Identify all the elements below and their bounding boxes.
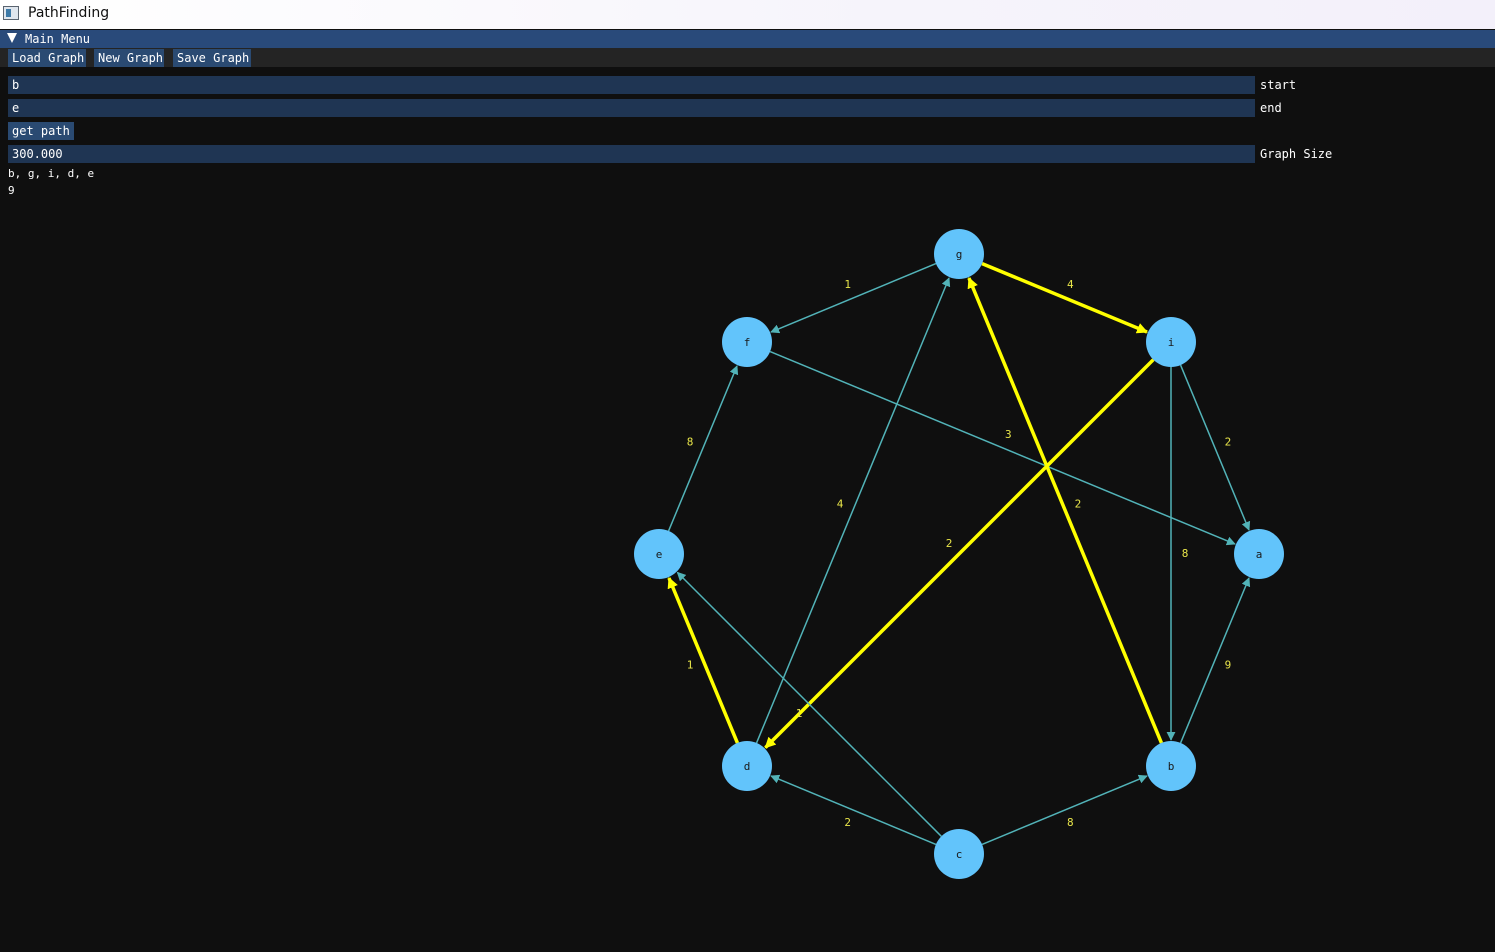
edge-i-d	[764, 358, 1155, 749]
edge-weight-b-a: 9	[1225, 658, 1232, 671]
node-label-g: g	[956, 248, 963, 261]
edge-weight-e-f: 8	[687, 436, 694, 449]
node-b[interactable]	[1146, 741, 1196, 791]
app-window-icon	[3, 6, 19, 20]
node-i[interactable]	[1146, 317, 1196, 367]
collapse-triangle-icon[interactable]	[7, 33, 17, 43]
node-d[interactable]	[722, 741, 772, 791]
edge-weight-c-e: 1	[796, 707, 803, 720]
get-path-button[interactable]: get path	[8, 122, 74, 140]
start-input[interactable]	[8, 76, 1255, 94]
node-label-f: f	[744, 336, 751, 349]
edge-f-a	[769, 350, 1236, 546]
edge-weight-f-a: 3	[1005, 428, 1012, 441]
edge-weight-i-b: 8	[1182, 547, 1189, 560]
edge-i-a	[1179, 364, 1251, 531]
node-label-b: b	[1168, 760, 1175, 773]
edge-e-f	[667, 365, 739, 532]
node-e[interactable]	[634, 529, 684, 579]
load-graph-button[interactable]: Load Graph	[8, 49, 86, 67]
node-label-e: e	[656, 548, 663, 561]
edge-c-e	[676, 571, 942, 837]
node-label-d: d	[744, 760, 751, 773]
edge-weight-c-d: 2	[844, 816, 851, 829]
node-f[interactable]	[722, 317, 772, 367]
node-label-c: c	[956, 848, 963, 861]
edge-d-g	[755, 277, 951, 744]
new-graph-button[interactable]: New Graph	[94, 49, 164, 67]
edge-weight-i-a: 2	[1225, 436, 1232, 449]
node-a[interactable]	[1234, 529, 1284, 579]
edge-weight-b-g: 2	[1075, 498, 1082, 511]
edge-weight-g-f: 1	[844, 278, 851, 291]
node-c[interactable]	[934, 829, 984, 879]
edge-c-d	[770, 774, 937, 846]
edge-weight-c-b: 8	[1067, 816, 1074, 829]
edge-g-i	[981, 261, 1149, 334]
edge-c-b	[981, 774, 1148, 846]
path-cost: 9	[8, 184, 15, 197]
end-label: end	[1260, 101, 1282, 115]
main-menu-header[interactable]: Main Menu	[0, 30, 1495, 48]
edge-d-e	[667, 576, 740, 744]
path-result: b, g, i, d, e	[8, 167, 95, 180]
graph-size-slider[interactable]	[8, 145, 1255, 163]
node-g[interactable]	[934, 229, 984, 279]
edge-b-g	[967, 277, 1164, 744]
node-label-i: i	[1168, 336, 1175, 349]
edge-g-f	[770, 262, 937, 334]
window-titlebar: PathFinding	[0, 0, 1495, 29]
graph-size-label: Graph Size	[1260, 147, 1333, 161]
node-label-a: a	[1256, 548, 1263, 561]
main-menu-title: Main Menu	[25, 32, 91, 46]
window-title: PathFinding	[28, 5, 110, 21]
save-graph-button[interactable]: Save Graph	[173, 49, 251, 67]
edge-weight-d-g: 4	[837, 498, 844, 511]
menu-bar	[0, 48, 1495, 67]
edge-weight-d-e: 1	[687, 658, 694, 671]
start-label: start	[1260, 78, 1297, 92]
end-input[interactable]	[8, 99, 1255, 117]
edge-weight-g-i: 4	[1067, 278, 1074, 291]
edge-b-a	[1179, 577, 1251, 744]
edge-weight-i-d: 2	[946, 537, 953, 550]
